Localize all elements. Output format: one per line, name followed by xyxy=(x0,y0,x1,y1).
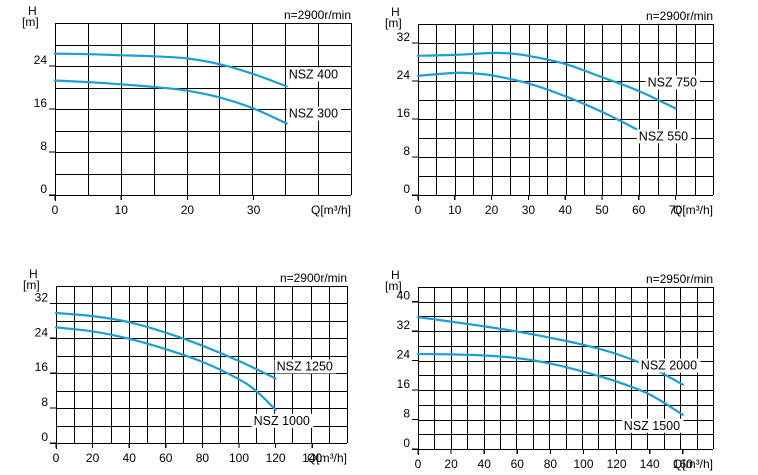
x-tick-label: 80 xyxy=(544,457,558,471)
y-tick-label: 24 xyxy=(397,68,411,82)
series-label: NSZ 300 xyxy=(289,107,338,121)
x-tick-label: 120 xyxy=(266,451,286,465)
y-axis-label: H xyxy=(391,5,400,19)
x-tick-label: 20 xyxy=(181,203,195,217)
series-label: NSZ 1500 xyxy=(624,419,680,433)
y-tick-label: 0 xyxy=(403,436,410,450)
series-line xyxy=(53,52,288,88)
y-tick-label: 24 xyxy=(35,325,49,339)
x-tick-label: 40 xyxy=(478,457,492,471)
y-axis-unit: [m] xyxy=(22,15,39,29)
y-tick-label: 32 xyxy=(397,30,411,44)
x-tick-label: 50 xyxy=(595,203,609,217)
y-axis-unit: [m] xyxy=(23,278,40,292)
y-axis-label: H xyxy=(29,267,38,281)
series-line xyxy=(416,352,684,416)
speed-label: n=2950r/min xyxy=(646,272,713,286)
series-line xyxy=(416,51,677,110)
x-tick-label: 70 xyxy=(669,203,683,217)
y-tick-label: 8 xyxy=(403,144,410,158)
x-tick-label: 10 xyxy=(115,203,129,217)
x-tick-label: 0 xyxy=(415,457,422,471)
series-line xyxy=(54,311,277,380)
chart-panel-3: 0 20 40 60 80 100 120 140 0 8 16 24 32 H[m] Q[m³/h] n=2… xyxy=(23,267,348,465)
y-tick-label: 24 xyxy=(397,348,411,362)
x-tick-label: 60 xyxy=(159,451,173,465)
series-label: NSZ 400 xyxy=(289,67,338,81)
y-tick-label: 24 xyxy=(34,53,48,67)
x-tick-label: 60 xyxy=(511,457,525,471)
series-line xyxy=(416,316,684,386)
y-tick-label: 16 xyxy=(34,96,48,110)
x-tick-label: 80 xyxy=(196,451,210,465)
x-tick-label: 20 xyxy=(444,457,458,471)
series-label: NSZ 1000 xyxy=(254,414,310,428)
series-label-bg xyxy=(638,358,701,373)
series-line xyxy=(54,326,277,411)
y-tick-label: 8 xyxy=(40,139,47,153)
y-axis-label: H xyxy=(391,268,400,282)
y-tick-label: 8 xyxy=(41,395,48,409)
speed-label: n=2900r/min xyxy=(646,9,713,23)
y-tick-label: 40 xyxy=(397,289,411,303)
x-tick-label: 0 xyxy=(415,203,422,217)
series-label-bg xyxy=(645,75,700,90)
series-label: NSZ 550 xyxy=(639,129,688,143)
x-tick-label: 0 xyxy=(52,203,59,217)
x-tick-label: 60 xyxy=(632,203,646,217)
series-label: NSZ 750 xyxy=(648,76,697,90)
y-tick-label: 8 xyxy=(403,407,410,421)
speed-label: n=2900r/min xyxy=(284,8,351,22)
series-label-bg xyxy=(274,359,337,374)
x-tick-label: 100 xyxy=(573,457,593,471)
x-axis-label: Q[m³/h] xyxy=(673,203,713,217)
y-axis-unit: [m] xyxy=(385,279,402,293)
series-label: NSZ 2000 xyxy=(641,359,697,373)
y-tick-label: 0 xyxy=(403,182,410,196)
y-axis-unit: [m] xyxy=(385,16,402,30)
x-tick-label: 0 xyxy=(53,451,60,465)
chart-panel-2: 0 10 20 30 40 50 60 70 0 8 16 24 32 H[m] Q[m³/h] n=2900… xyxy=(385,5,714,217)
chart-panel-4: 0 20 40 60 80 100 120 140 160 0 8 16 24 32 40 H[m] Q[m³/… xyxy=(385,268,714,471)
y-tick-label: 32 xyxy=(397,318,411,332)
x-axis-label: Q[m³/h] xyxy=(673,457,713,471)
x-tick-label: 140 xyxy=(302,451,322,465)
x-tick-label: 40 xyxy=(559,203,573,217)
series-label-bg xyxy=(286,67,342,82)
y-axis-label: H xyxy=(28,4,37,18)
x-tick-label: 20 xyxy=(86,451,100,465)
grid xyxy=(418,24,714,196)
y-tick-label: 16 xyxy=(397,377,411,391)
x-tick-label: 160 xyxy=(673,457,693,471)
series-line xyxy=(416,71,640,132)
x-tick-label: 10 xyxy=(448,203,462,217)
series-label: NSZ 1250 xyxy=(277,359,333,373)
grid xyxy=(55,23,352,196)
x-tick-label: 30 xyxy=(522,203,536,217)
x-tick-label: 140 xyxy=(640,457,660,471)
series-line xyxy=(53,79,288,125)
x-axis-label: Q[m³/h] xyxy=(307,451,347,465)
y-tick-label: 16 xyxy=(397,106,411,120)
x-tick-label: 100 xyxy=(229,451,249,465)
x-tick-label: 40 xyxy=(123,451,137,465)
y-tick-label: 0 xyxy=(40,182,47,196)
series-label-bg xyxy=(636,129,692,144)
chart-panel-1: 0 10 20 30 0 8 16 24 H[m] Q[m³/h] n=2900r/min NSZ 4… xyxy=(22,4,352,217)
y-tick-label: 32 xyxy=(35,290,49,304)
speed-label: n=2900r/min xyxy=(280,271,347,285)
x-tick-label: 120 xyxy=(607,457,627,471)
x-axis-label: Q[m³/h] xyxy=(311,203,351,217)
y-tick-label: 16 xyxy=(35,360,49,374)
x-tick-label: 20 xyxy=(485,203,499,217)
series-label-bg xyxy=(621,418,684,433)
x-tick-label: 30 xyxy=(247,203,261,217)
series-label-bg xyxy=(286,106,342,121)
series-label-bg xyxy=(251,413,314,428)
y-tick-label: 0 xyxy=(41,430,48,444)
